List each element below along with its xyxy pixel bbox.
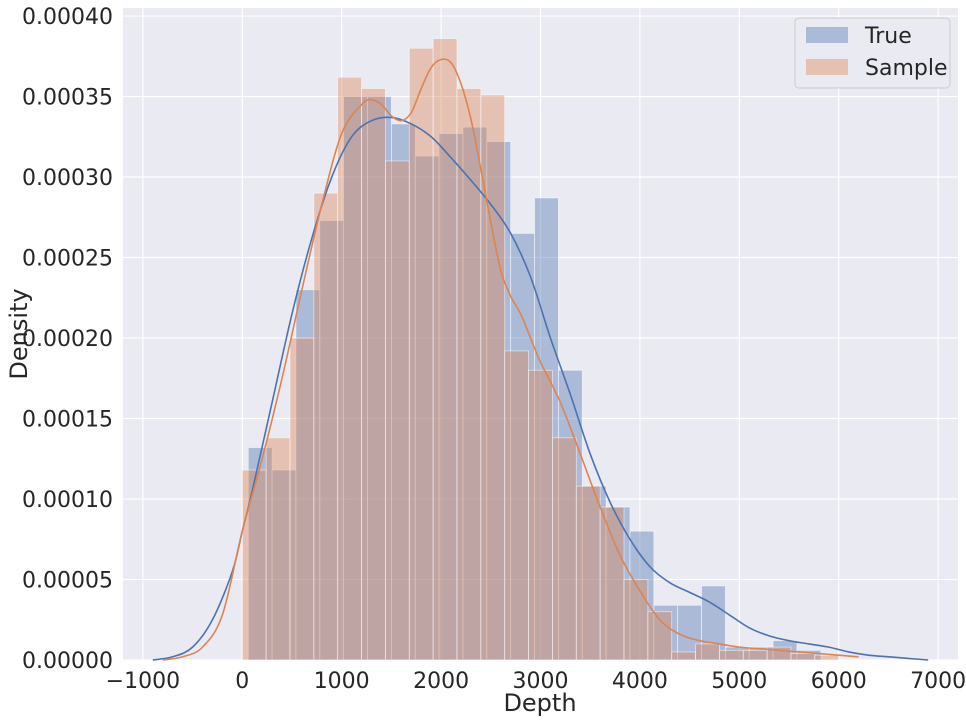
y-tick-label: 0.00000 (22, 649, 113, 674)
x-tick-label: 5000 (711, 669, 767, 694)
bar-sample (528, 369, 553, 661)
histogram-bars (241, 38, 840, 661)
bar-sample (671, 651, 696, 661)
bar-sample (289, 337, 315, 661)
bar-sample (408, 47, 434, 661)
legend-label-true: True (864, 24, 912, 49)
y-tick-label: 0.00015 (22, 408, 113, 433)
bar-sample (599, 506, 625, 661)
x-tick-label: −1000 (106, 669, 180, 694)
bar-sample (623, 579, 649, 661)
x-tick-label: 7000 (910, 669, 966, 694)
x-tick-label: 4000 (612, 669, 668, 694)
y-tick-label: 0.00035 (22, 86, 113, 111)
y-tick-label: 0.00020 (22, 327, 113, 352)
bar-sample (552, 437, 577, 661)
bar-sample (432, 38, 458, 661)
x-axis-title: Depth (503, 689, 576, 717)
bar-sample (385, 160, 410, 661)
legend-box (794, 17, 951, 89)
y-tick-label: 0.00010 (22, 488, 113, 513)
legend-swatch-sample (806, 59, 848, 75)
x-tick-label: 2000 (413, 669, 469, 694)
bar-sample (719, 649, 744, 661)
bar-sample (504, 350, 529, 661)
bar-sample (790, 653, 816, 661)
bar-sample (575, 485, 601, 661)
x-tick-label: 0 (235, 669, 249, 694)
kde-curves (152, 58, 929, 661)
y-tick-label: 0.00040 (22, 5, 113, 30)
y-axis-title: Density (5, 288, 33, 379)
bar-sample (480, 94, 506, 661)
y-tick-label: 0.00025 (22, 247, 113, 272)
bar-sample (456, 88, 482, 661)
x-tick-label: 1000 (314, 669, 370, 694)
bar-sample (695, 643, 720, 661)
x-axis-ticks: −1000 0 1000 2000 3000 4000 5000 6000 7000 (106, 669, 966, 694)
bar-sample (265, 437, 291, 661)
bar-sample (647, 611, 673, 661)
bar-sample (241, 469, 267, 661)
bar-sample (814, 654, 840, 661)
x-tick-label: 3000 (513, 669, 569, 694)
legend-swatch-true (806, 27, 848, 43)
kde-line-sample (162, 58, 859, 661)
y-tick-label: 0.00030 (22, 166, 113, 191)
y-axis-ticks: 0.00000 0.00005 0.00010 0.00015 0.00020 0.000… (22, 5, 113, 674)
y-tick-label: 0.00005 (22, 569, 113, 594)
legend-label-sample: Sample (865, 56, 948, 81)
bar-sample (742, 649, 768, 661)
legend: True Sample (794, 17, 951, 89)
kde-line-true (152, 116, 929, 661)
bar-sample (337, 76, 362, 661)
bar-sample (313, 192, 339, 661)
x-tick-label: 6000 (811, 669, 867, 694)
bar-sample (361, 88, 386, 661)
